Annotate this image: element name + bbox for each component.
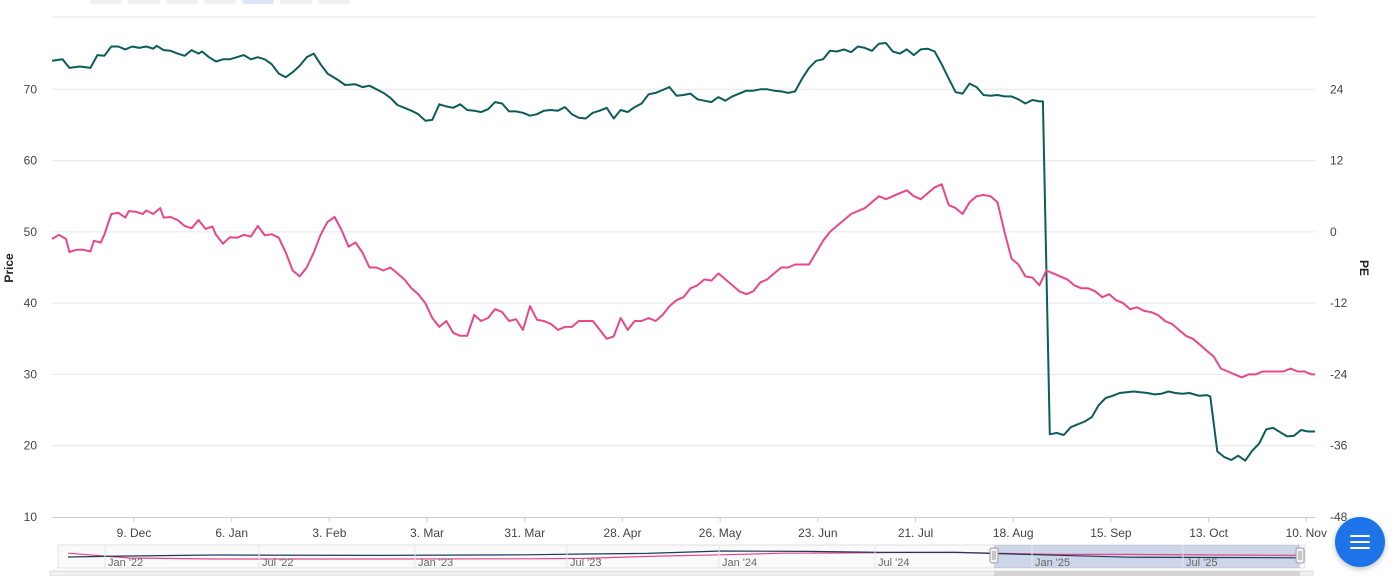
x-tick-label: 6. Jan xyxy=(215,526,248,540)
y2-tick-label: 12 xyxy=(1330,154,1344,168)
x-tick-label: 9. Dec xyxy=(117,526,152,540)
navigator-label: Jul '22 xyxy=(262,557,293,569)
range-button[interactable] xyxy=(166,0,198,4)
x-tick-label: 18. Aug xyxy=(993,526,1034,540)
y-tick-label: 10 xyxy=(24,510,38,524)
y2-tick-label: -12 xyxy=(1330,296,1348,310)
x-tick-label: 10. Nov xyxy=(1286,526,1327,540)
range-selector xyxy=(90,0,350,4)
x-tick-label: 13. Oct xyxy=(1189,526,1228,540)
range-button[interactable] xyxy=(280,0,312,4)
navigator-selection[interactable] xyxy=(994,545,1300,568)
y2-axis-title: PE xyxy=(1357,260,1371,276)
navigator-label: Jul '24 xyxy=(878,557,909,569)
y2-tick-label: 0 xyxy=(1330,225,1337,239)
navigator-label: Jul '23 xyxy=(570,557,601,569)
navigator-right-handle[interactable] xyxy=(1295,547,1305,564)
range-button[interactable] xyxy=(90,0,122,4)
chart-menu-button[interactable] xyxy=(1335,517,1385,567)
x-tick-label: 26. May xyxy=(699,526,742,540)
x-tick-label: 28. Apr xyxy=(603,526,641,540)
y-tick-label: 70 xyxy=(24,82,38,96)
y-tick-label: 50 xyxy=(24,225,38,239)
x-tick-label: 21. Jul xyxy=(898,526,933,540)
navigator-price-line xyxy=(67,550,1302,559)
y-tick-label: 30 xyxy=(24,367,38,381)
x-tick-label: 15. Sep xyxy=(1090,526,1132,540)
navigator-label: Jan '22 xyxy=(108,557,143,569)
y2-tick-label: -36 xyxy=(1330,439,1348,453)
y-tick-label: 60 xyxy=(24,154,38,168)
hamburger-icon xyxy=(1350,534,1370,550)
x-tick-label: 23. Jun xyxy=(798,526,837,540)
x-tick-label: 31. Mar xyxy=(504,526,545,540)
scrollbar-thumb[interactable] xyxy=(994,571,1300,576)
navigator-label: Jan '25 xyxy=(1035,557,1070,569)
range-button[interactable] xyxy=(242,0,274,4)
range-button[interactable] xyxy=(204,0,236,4)
y-axis-title: Price xyxy=(2,253,16,283)
pe-series-line xyxy=(51,183,1315,379)
price-series-line xyxy=(51,42,1315,462)
y-tick-label: 40 xyxy=(24,296,38,310)
range-button[interactable] xyxy=(318,0,350,4)
y2-tick-label: -48 xyxy=(1330,510,1348,524)
scrollbar-track[interactable] xyxy=(49,570,1314,576)
x-tick-label: 3. Feb xyxy=(312,526,346,540)
range-button[interactable] xyxy=(128,0,160,4)
x-tick-label: 3. Mar xyxy=(410,526,444,540)
navigator-left-handle[interactable] xyxy=(989,547,999,564)
navigator-label: Jan '24 xyxy=(722,557,757,569)
navigator-label: Jan '23 xyxy=(418,557,453,569)
y2-tick-label: 24 xyxy=(1330,82,1344,96)
navigator-label: Jul '25 xyxy=(1186,557,1217,569)
y2-tick-label: -24 xyxy=(1330,367,1348,381)
y-tick-label: 20 xyxy=(24,439,38,453)
